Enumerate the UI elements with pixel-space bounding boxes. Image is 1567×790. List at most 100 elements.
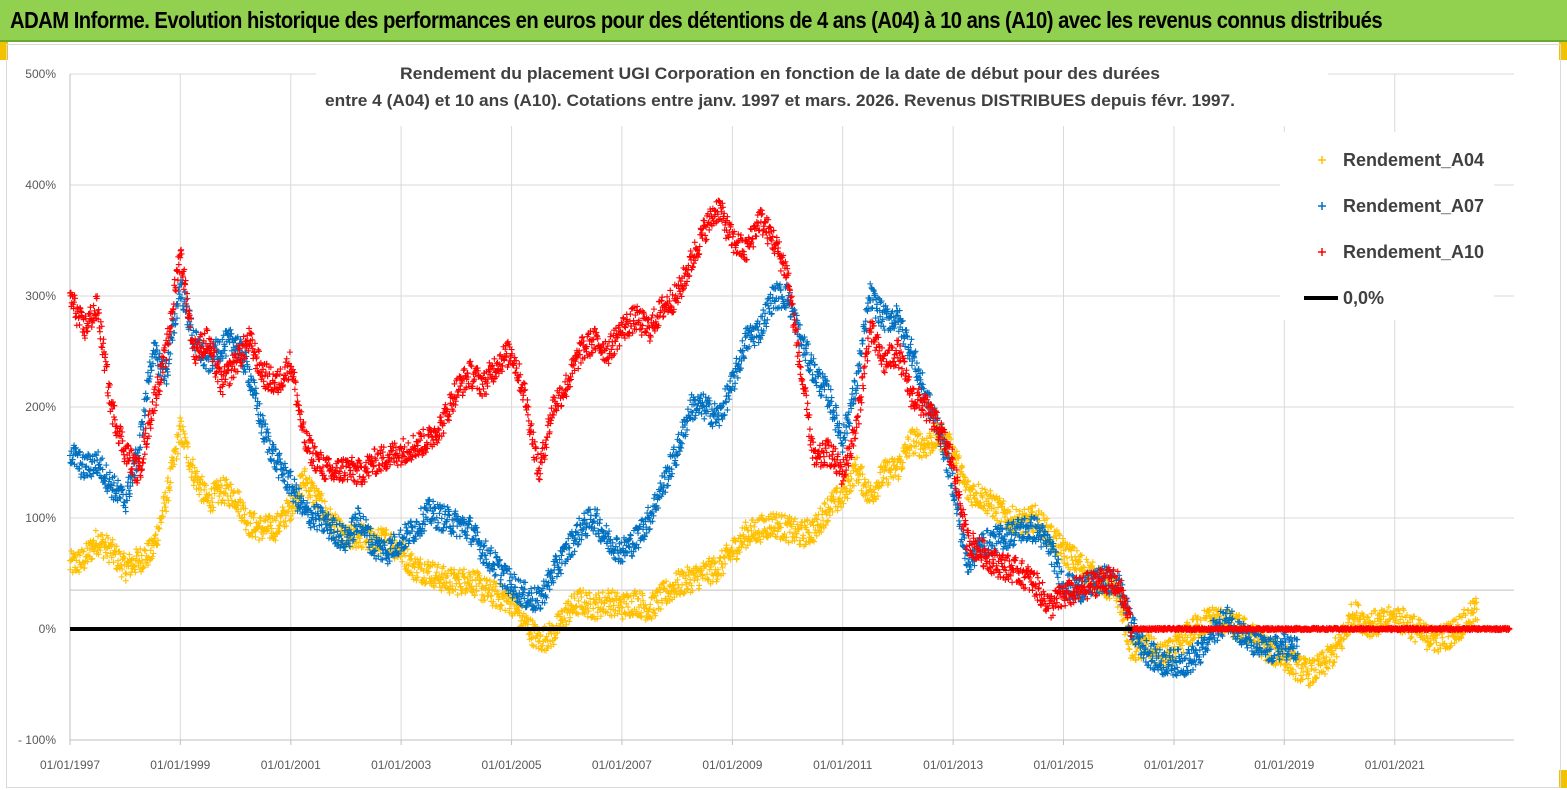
data-point [175,431,182,438]
corner-marker [1559,42,1567,60]
data-point [859,463,866,470]
data-point [959,463,966,470]
data-point [844,495,851,502]
data-point [299,472,306,479]
data-point [242,505,249,512]
data-point [614,535,621,542]
data-point [1048,523,1055,530]
data-point [696,582,703,589]
data-point [492,571,499,578]
data-point [587,595,594,602]
data-point [150,550,157,557]
data-point [872,315,879,322]
banner-title: ADAM Informe. Evolution historique des p… [10,7,1383,33]
data-point [616,555,623,562]
data-point [1439,634,1446,641]
data-point [75,549,82,556]
data-point [257,515,264,522]
data-point [268,525,275,532]
data-point [190,476,197,483]
data-point [116,548,123,555]
data-point [313,485,320,492]
data-point [189,456,196,463]
data-point [219,496,226,503]
data-point [260,435,267,442]
data-point [222,477,229,484]
data-point [993,510,1000,517]
data-point [489,586,496,593]
data-point [893,302,900,309]
data-point [275,528,282,535]
data-point [289,510,296,517]
data-point [120,550,127,557]
data-point [465,521,472,528]
data-point [288,516,295,523]
data-point [1325,665,1332,672]
data-point [200,498,207,505]
data-point [90,537,97,544]
y-tick-label: 100% [25,511,56,525]
data-point [628,598,635,605]
data-point [166,356,173,363]
data-point [251,510,258,517]
data-point [175,439,182,446]
data-point [581,510,588,517]
y-tick-label: - 100% [18,733,56,747]
data-point [100,554,107,561]
data-point [139,557,146,564]
data-point [1407,635,1414,642]
data-point [821,501,828,508]
data-point [306,519,313,526]
data-point [258,429,265,436]
data-point [76,569,83,576]
data-point [122,508,129,515]
data-point [619,615,626,622]
data-point [109,536,116,543]
data-point [407,569,414,576]
data-point [165,497,172,504]
data-point [218,482,225,489]
x-tick-label: 01/01/2007 [592,758,652,772]
data-point [319,497,326,504]
data-point [222,485,229,492]
x-tick-label: 01/01/2005 [482,758,542,772]
corner-marker [0,42,8,60]
data-point [817,392,824,399]
data-point [567,614,574,621]
data-point [235,508,242,515]
data-point [1461,606,1468,613]
data-point [979,485,986,492]
data-point [307,494,314,501]
data-point [76,552,83,559]
data-point [764,316,771,323]
data-point [252,533,259,540]
data-point [269,450,276,457]
data-point [213,478,220,485]
data-point [127,571,134,578]
data-point [205,497,212,504]
data-point [122,569,129,576]
data-point [117,551,124,558]
data-point [320,528,327,535]
data-point [629,553,636,560]
data-point [127,559,134,566]
data-point [174,450,181,457]
data-point [197,476,204,483]
data-point [145,540,152,547]
data-point [162,489,169,496]
data-point [321,498,328,505]
data-point [138,568,145,575]
x-tick-label: 01/01/2011 [813,758,872,772]
data-point [164,372,171,379]
x-tick-label: 01/01/2021 [1365,758,1425,772]
data-point [488,593,495,600]
data-point [191,464,198,471]
data-point [791,515,798,522]
data-point [203,482,210,489]
data-point [240,499,247,506]
corner-marker [1559,770,1567,788]
data-point [108,554,115,561]
data-point [1412,638,1419,645]
data-point [530,642,537,649]
data-point [92,527,99,534]
